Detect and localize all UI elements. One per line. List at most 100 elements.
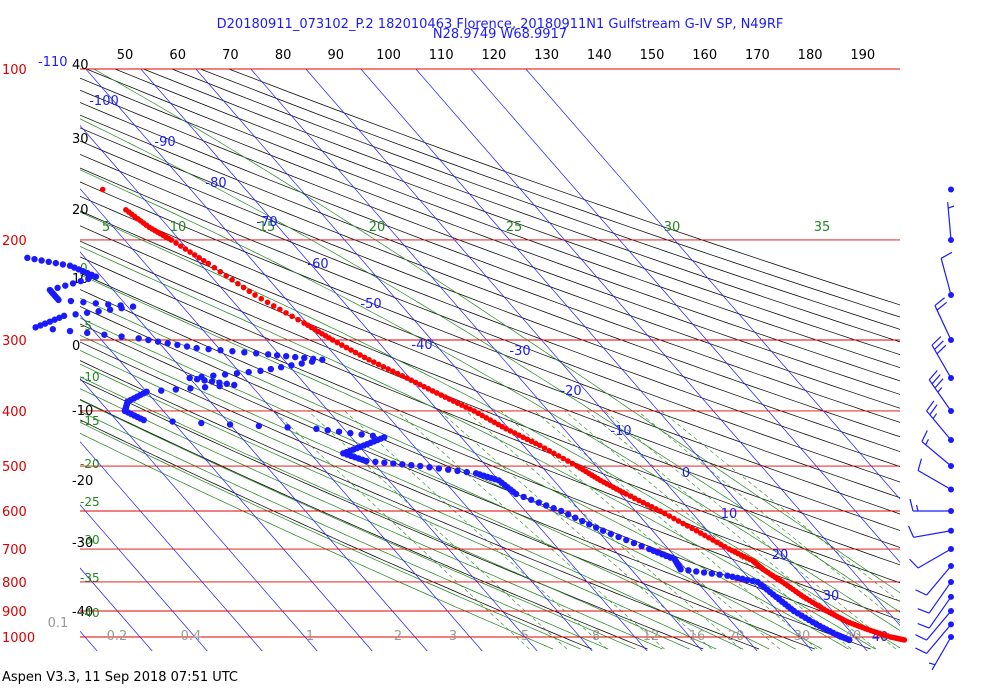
isotherm-line	[80, 377, 318, 651]
moist-adiabat	[80, 432, 554, 650]
moist-adiabat	[93, 69, 900, 594]
dewpoint-point	[49, 326, 57, 333]
temperature-point	[264, 299, 271, 306]
temperature-point	[270, 303, 277, 309]
temperature-point	[289, 313, 295, 320]
temperature-point	[471, 408, 477, 414]
dewpoint-point	[105, 301, 112, 308]
dewpoint-point	[45, 258, 52, 266]
temperature-point	[520, 434, 526, 441]
dewpoint-point	[183, 343, 191, 350]
wind-barb-half-flag	[915, 504, 919, 512]
dewpoint-point	[80, 298, 87, 306]
pressure-label: 600	[2, 505, 27, 520]
dewpoint-point	[390, 460, 397, 467]
temperature-point	[361, 354, 368, 361]
temperature-point	[191, 252, 198, 258]
temperature-point	[684, 523, 691, 529]
dewpoint-point	[95, 308, 102, 315]
dewpoint-point	[324, 427, 331, 434]
wind-barb-staff	[926, 410, 952, 441]
green-left-label: -25	[80, 495, 100, 509]
moist-adiabat	[80, 410, 609, 650]
temperature-point	[551, 450, 557, 457]
wind-barb-flag	[917, 623, 930, 629]
wind-barb-flag	[909, 558, 919, 569]
temperature-point	[569, 460, 576, 467]
left-axis-label: 40	[72, 58, 89, 73]
dewpoint-point	[257, 367, 264, 375]
pressure-label: 1000	[2, 631, 35, 646]
dry-adiabat	[80, 102, 900, 409]
wind-barb-half-flag	[932, 413, 938, 419]
moist-adiabat	[80, 349, 743, 650]
wind-barb-staff	[928, 581, 952, 614]
temperature-point	[348, 347, 354, 353]
pressure-label: 700	[2, 543, 27, 558]
pressure-label: 400	[2, 405, 27, 420]
dewpoint-point	[193, 376, 201, 383]
isotherm-line	[525, 69, 900, 500]
dewpoint-point	[417, 462, 424, 470]
dry-adiabat	[80, 127, 900, 438]
isotherm-label: -70	[256, 215, 277, 230]
dewpoint-point	[638, 542, 645, 550]
dewpoint-point	[298, 360, 305, 367]
mixing-ratio-label: 0.1	[48, 616, 69, 631]
temperature-point	[560, 455, 567, 462]
dewpoint-point	[101, 331, 108, 338]
temperature-trace	[99, 186, 908, 643]
isotherm-line	[140, 69, 648, 651]
dewpoint-point	[164, 340, 171, 347]
dry-adiabat	[80, 225, 900, 548]
dry-adiabat	[80, 181, 900, 499]
temperature-point	[541, 445, 548, 451]
wind-barb-flag	[934, 340, 944, 350]
moist-adiabat	[80, 317, 796, 650]
wind-barb-flag	[907, 525, 915, 538]
mixing-ratio-label: 8	[592, 629, 600, 644]
wind-barb-flag	[929, 404, 938, 416]
temperature-point	[196, 255, 203, 261]
dewpoint-point	[607, 530, 615, 538]
dewpoint-point	[734, 574, 741, 582]
dewpoint-point	[158, 387, 165, 394]
wind-barb-flag	[934, 297, 945, 307]
dry-adiabat	[80, 256, 900, 584]
wind-barb-flag	[926, 400, 935, 412]
chart-title: D20180911_073102_P.2 182010463 Florence,…	[216, 17, 784, 32]
isotherm-line	[305, 69, 813, 651]
mixing-ratio-label: 0.2	[107, 629, 128, 644]
dewpoint-point	[62, 282, 69, 289]
dewpoint-point	[186, 374, 193, 382]
dewpoint-point	[347, 429, 354, 437]
temperature-point	[229, 276, 235, 283]
dewpoint-point	[83, 329, 91, 337]
mixing-ratio-label: 2	[394, 629, 402, 644]
temperature-point	[408, 377, 415, 384]
temperature-point	[425, 386, 432, 392]
dewpoint-point	[535, 499, 542, 506]
temperature-point	[627, 493, 634, 499]
mixing-ratio-label: 3	[449, 629, 457, 644]
temperature-point	[528, 438, 535, 445]
dewpoint-point	[31, 255, 38, 263]
dewpoint-point	[52, 259, 60, 267]
temperature-point	[532, 440, 539, 447]
temperature-point	[258, 295, 265, 302]
dry-adiabat	[80, 360, 760, 650]
wind-barb-staff	[926, 623, 952, 654]
dewpoint-point	[565, 511, 572, 518]
temperature-point	[438, 392, 444, 398]
dewpoint-point	[198, 419, 205, 427]
green-left-label: -35	[80, 571, 100, 585]
isotherm-line	[80, 441, 263, 651]
top-axis-label: 190	[850, 48, 875, 63]
dry-adiabat	[80, 399, 648, 650]
temperature-point	[644, 501, 651, 508]
corner-label: -110	[38, 55, 68, 70]
isotherm-label: 30	[823, 589, 840, 604]
dewpoint-point	[708, 570, 716, 577]
dewpoint-point	[229, 348, 236, 355]
dry-adiabat	[80, 153, 900, 467]
